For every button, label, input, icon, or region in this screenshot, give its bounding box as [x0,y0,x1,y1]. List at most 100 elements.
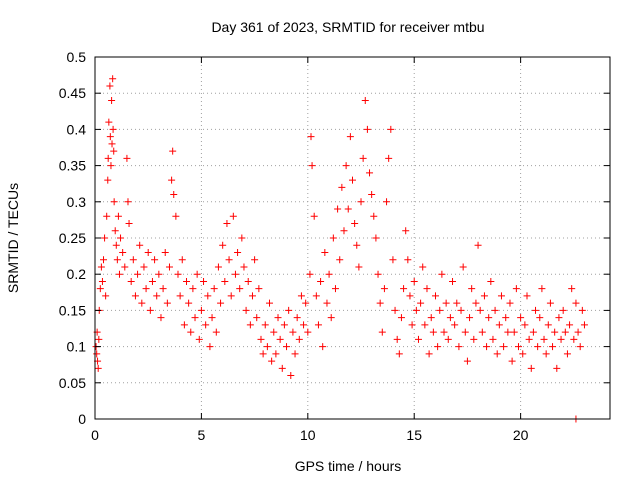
data-point [580,321,588,329]
data-point [472,299,480,307]
data-point [504,328,512,336]
data-point [291,350,299,358]
data-point [506,299,514,307]
data-point [169,147,177,155]
data-point [510,328,518,336]
data-point [314,321,322,329]
data-point [204,292,212,300]
data-point [385,154,393,162]
data-point [195,335,203,343]
data-point [106,82,114,90]
data-point [170,191,178,199]
data-point [244,277,252,285]
data-point [148,277,156,285]
data-point [274,314,282,322]
data-point [304,328,312,336]
data-point [157,314,165,322]
data-point [297,292,305,300]
data-point [236,285,244,293]
data-point [168,176,176,184]
data-point [310,212,318,220]
data-point [466,314,474,322]
data-point [187,328,195,336]
data-point [525,335,533,343]
data-point [115,270,123,278]
data-point [406,292,414,300]
data-point [327,314,335,322]
data-point [438,270,446,278]
data-point [487,277,495,285]
data-point [478,328,486,336]
data-point [331,285,339,293]
data-point [500,343,508,351]
data-point [463,357,471,365]
data-point [119,248,127,256]
data-point [366,169,374,177]
data-point [308,162,316,170]
data-point [361,96,369,104]
data-point [578,306,586,314]
data-point [104,176,112,184]
data-point [231,270,239,278]
data-point [136,241,144,249]
data-point [410,277,418,285]
data-point [436,306,444,314]
data-point [121,263,129,271]
data-point [480,292,488,300]
data-point [383,198,391,206]
y-tick-label: 0.5 [67,49,87,65]
data-point [576,343,584,351]
x-axis-label: GPS time / hours [295,458,402,474]
data-point [210,285,218,293]
y-tick-label: 0 [78,411,86,427]
data-point [125,220,133,228]
data-point [423,285,431,293]
data-point [104,154,112,162]
data-point [404,256,412,264]
data-point [355,263,363,271]
data-point [429,328,437,336]
data-point [263,343,271,351]
data-point [242,306,250,314]
data-point [266,299,274,307]
data-point [446,314,454,322]
data-point [344,205,352,213]
data-point [102,292,110,300]
data-point [110,198,118,206]
y-tick-label: 0.4 [67,121,87,137]
data-point [474,241,482,249]
data-point [412,306,420,314]
data-point [555,314,563,322]
data-point [97,263,105,271]
data-point [307,133,315,141]
data-point [101,234,109,242]
data-point [280,321,288,329]
data-point [189,285,197,293]
y-axis: 0 0.05 0.1 0.15 0.2 0.25 0.3 0.35 0.4 0.45 0.5 [59,49,610,427]
data-point [246,321,254,329]
data-point [183,277,191,285]
data-point [497,292,505,300]
data-point [417,299,425,307]
data-point [544,321,552,329]
data-point [329,234,337,242]
data-point [574,328,582,336]
y-tick-label: 0.3 [67,194,87,210]
data-point [323,299,331,307]
data-point [178,256,186,264]
data-point [165,263,173,271]
data-point [96,285,104,293]
data-point [353,241,361,249]
data-point [521,321,529,329]
data-point [302,299,310,307]
data-point [293,314,301,322]
data-point [425,350,433,358]
data-point [208,314,216,322]
data-point [111,227,119,235]
data-point [161,248,169,256]
data-point [283,343,291,351]
data-point [368,191,376,199]
data-point [491,306,499,314]
data-point [180,321,188,329]
